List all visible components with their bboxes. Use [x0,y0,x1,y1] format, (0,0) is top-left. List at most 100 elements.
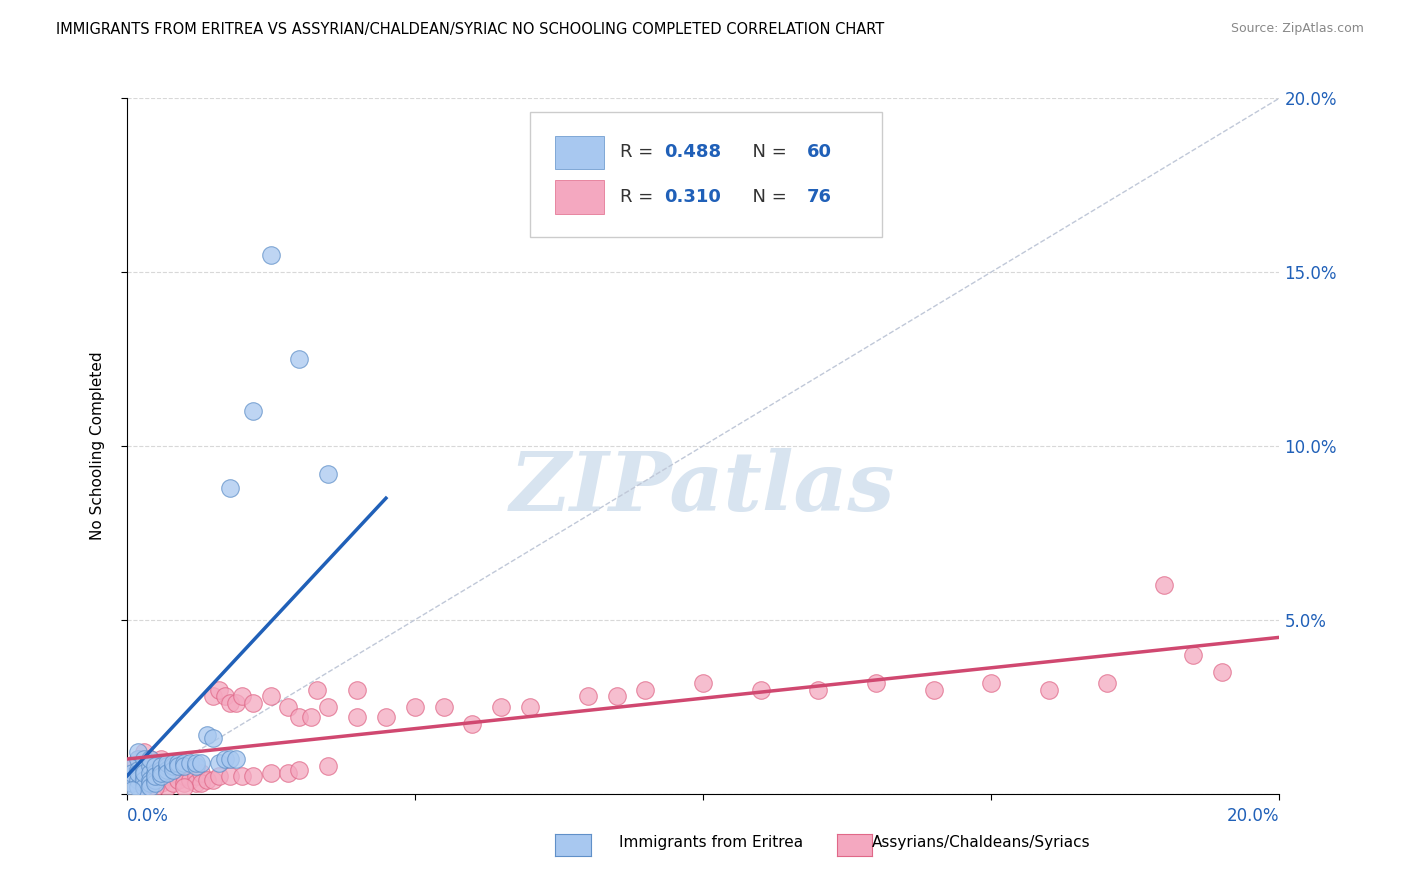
Point [1181,648,1204,662]
Point [138,766,160,780]
Point [138,759,160,773]
Point [132,745,155,759]
Point [162,766,184,780]
Point [167,756,190,770]
Point [145,759,166,773]
Point [433,699,456,714]
Point [190,776,212,790]
Point [132,752,155,766]
Point [121,769,143,784]
Point [132,763,155,777]
Point [259,247,281,262]
Point [1211,665,1233,680]
Point [121,759,143,773]
Point [121,783,143,797]
Point [132,772,155,787]
Point [127,745,149,759]
Point [231,769,253,784]
Point [749,682,772,697]
Point [127,752,149,766]
Point [277,766,299,780]
Point [121,766,143,780]
Point [132,776,155,790]
Text: N =: N = [741,144,793,161]
Text: 0.0%: 0.0% [127,807,169,825]
Point [173,769,195,784]
Point [288,763,311,777]
Point [208,769,231,784]
Point [346,710,368,724]
Point [132,772,155,787]
Point [1038,682,1060,697]
Point [162,763,184,777]
Text: R =: R = [620,188,659,206]
Point [173,759,195,773]
FancyBboxPatch shape [555,180,603,213]
FancyBboxPatch shape [530,112,882,237]
Text: ZIPatlas: ZIPatlas [510,448,896,528]
Point [127,766,149,780]
Point [162,776,184,790]
Point [184,759,207,773]
Point [214,690,236,704]
FancyBboxPatch shape [555,136,603,169]
Point [138,752,160,766]
Point [127,780,149,794]
Point [1095,675,1118,690]
Point [184,776,207,790]
Point [865,675,887,690]
Text: Source: ZipAtlas.com: Source: ZipAtlas.com [1230,22,1364,36]
Point [305,682,328,697]
Point [138,776,160,790]
Point [156,766,179,780]
Point [190,756,212,770]
Point [519,699,541,714]
Point [346,682,368,697]
Text: Assyrians/Chaldeans/Syriacs: Assyrians/Chaldeans/Syriacs [872,836,1090,850]
Point [288,351,311,366]
Point [138,772,160,787]
Point [374,710,398,724]
Point [634,682,657,697]
Point [121,759,143,773]
Point [145,769,166,784]
Point [167,759,190,773]
Point [318,467,340,481]
Point [605,690,627,704]
Point [277,699,299,714]
Point [138,752,160,766]
Point [202,731,225,746]
Point [288,710,311,724]
Point [980,675,1002,690]
Point [150,752,173,766]
Point [219,481,242,495]
Point [150,759,173,773]
Point [242,769,264,784]
Point [219,697,242,711]
Point [184,756,207,770]
Point [138,766,160,780]
Y-axis label: No Schooling Completed: No Schooling Completed [90,351,105,541]
Point [145,772,166,787]
Point [132,780,155,794]
Point [318,699,340,714]
Point [173,756,195,770]
Point [184,769,207,784]
Point [1153,578,1175,592]
Point [225,697,247,711]
Point [259,766,281,780]
Text: IMMIGRANTS FROM ERITREA VS ASSYRIAN/CHALDEAN/SYRIAC NO SCHOOLING COMPLETED CORRE: IMMIGRANTS FROM ERITREA VS ASSYRIAN/CHAL… [56,22,884,37]
Point [145,759,166,773]
Point [150,766,173,780]
Point [214,752,236,766]
Point [132,780,155,794]
Point [156,763,179,777]
Text: 20.0%: 20.0% [1227,807,1279,825]
Point [121,776,143,790]
Point [576,690,599,704]
Point [202,690,225,704]
Text: 0.488: 0.488 [664,144,721,161]
Point [145,766,166,780]
Point [156,759,179,773]
Point [132,763,155,777]
